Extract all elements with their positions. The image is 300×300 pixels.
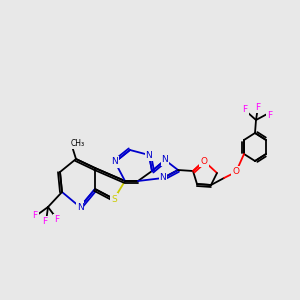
Text: F: F — [54, 215, 60, 224]
Text: F: F — [32, 212, 38, 220]
Text: N: N — [160, 173, 167, 182]
Text: F: F — [255, 103, 261, 112]
Text: N: N — [76, 202, 83, 211]
Text: F: F — [242, 106, 247, 115]
Text: S: S — [111, 194, 117, 203]
Text: O: O — [200, 157, 208, 166]
Text: N: N — [146, 151, 152, 160]
Text: N: N — [112, 158, 118, 166]
Text: F: F — [267, 110, 273, 119]
Text: F: F — [42, 218, 48, 226]
Text: N: N — [162, 155, 168, 164]
Text: CH₃: CH₃ — [71, 139, 85, 148]
Text: O: O — [232, 167, 239, 176]
